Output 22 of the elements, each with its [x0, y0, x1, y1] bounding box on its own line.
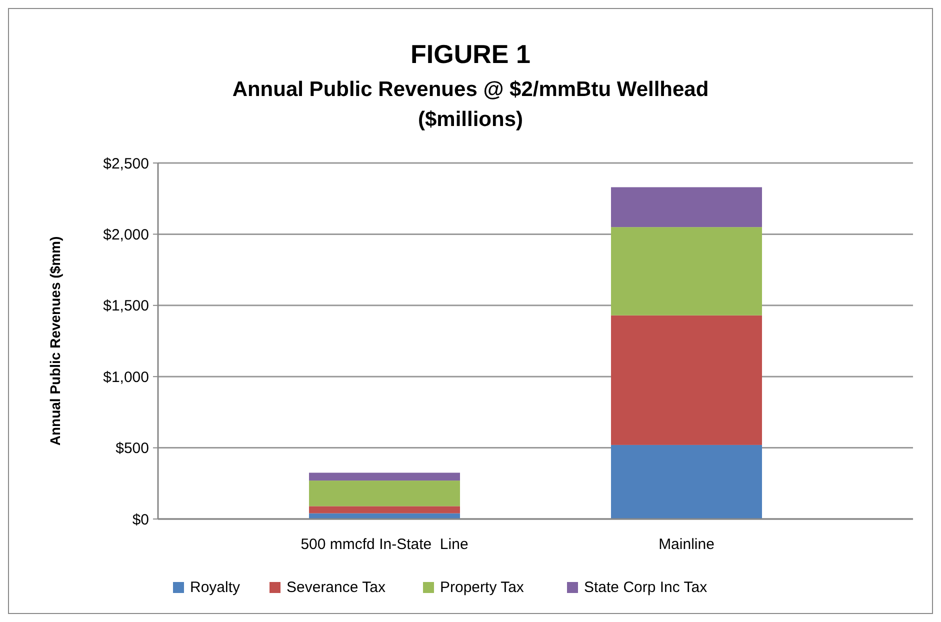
legend-label: Property Tax [440, 579, 524, 596]
chart-subtitle: Annual Public Revenues @ $2/mmBtu Wellhead ($millions) [232, 78, 709, 131]
bar [309, 480, 460, 506]
legend-label: State Corp Inc Tax [584, 579, 708, 596]
y-tick-label: $2,000 [103, 226, 149, 244]
y-tick-label: $0 [132, 511, 149, 528]
bar [309, 506, 460, 514]
y-axis-title: Annual Public Revenues ($mm) [47, 236, 63, 446]
bar [611, 187, 762, 228]
bar [611, 227, 762, 316]
y-tick-label: $2,500 [103, 155, 149, 172]
legend-label: Severance Tax [286, 579, 386, 596]
bar [611, 315, 762, 445]
legend-label: Royalty [190, 579, 241, 596]
bar [611, 444, 762, 519]
x-tick-label: 500 mmcfd In-State Line [300, 536, 468, 553]
chart-title: FIGURE 1 [410, 39, 530, 69]
y-tick-label: $1,000 [103, 368, 149, 386]
x-tick-label: Mainline [658, 536, 714, 553]
y-tick-label: $1,500 [103, 298, 149, 315]
y-tick-label: $500 [116, 440, 149, 458]
bar [309, 472, 460, 481]
